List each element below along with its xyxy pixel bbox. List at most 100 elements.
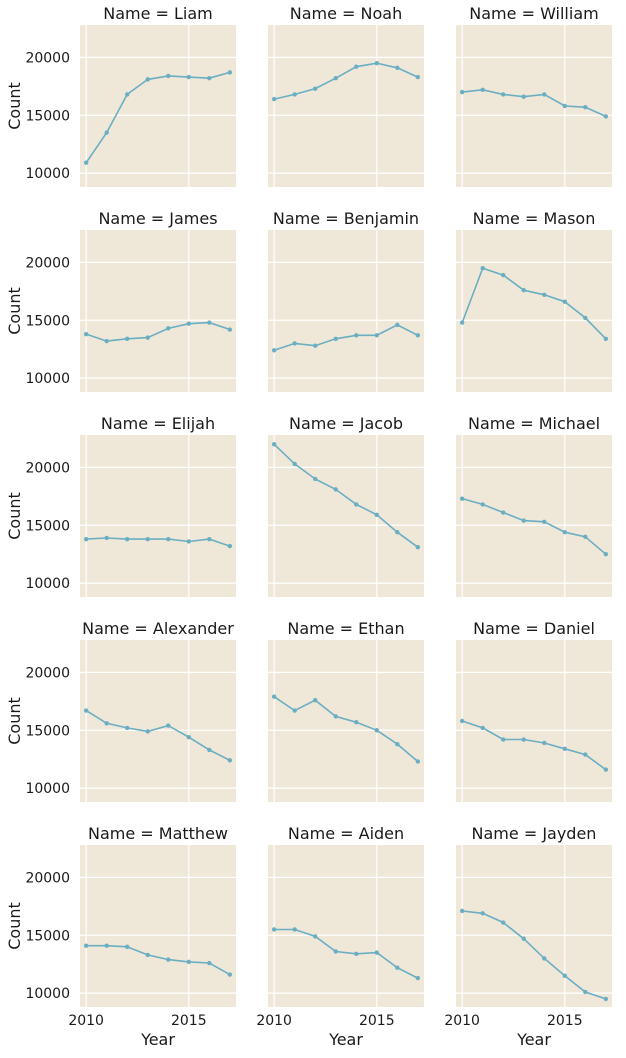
data-point bbox=[501, 272, 506, 278]
series-line bbox=[85, 709, 231, 762]
data-point bbox=[374, 512, 379, 518]
data-point bbox=[227, 972, 233, 977]
facet-title: Name = Benjamin bbox=[273, 209, 419, 228]
data-point bbox=[104, 721, 109, 726]
panel-background bbox=[268, 845, 424, 1007]
data-point bbox=[83, 536, 89, 542]
data-point bbox=[186, 735, 191, 740]
y-tick-label: 10000 bbox=[25, 166, 70, 182]
data-point bbox=[145, 536, 150, 542]
data-point bbox=[480, 87, 485, 93]
data-point bbox=[292, 927, 297, 932]
panel-background bbox=[268, 25, 424, 187]
data-point bbox=[521, 287, 526, 293]
data-point bbox=[374, 60, 379, 66]
data-point bbox=[583, 534, 588, 540]
data-point bbox=[354, 333, 359, 338]
data-point bbox=[354, 64, 359, 69]
panel-background bbox=[268, 640, 424, 802]
data-point bbox=[542, 92, 547, 97]
data-point bbox=[145, 952, 150, 958]
y-tick-label: 10000 bbox=[25, 576, 70, 592]
data-point bbox=[313, 343, 318, 348]
data-point bbox=[603, 996, 609, 1002]
data-point bbox=[583, 989, 588, 995]
data-point bbox=[480, 911, 485, 916]
data-point bbox=[603, 114, 609, 119]
data-point bbox=[83, 160, 89, 165]
data-point bbox=[271, 694, 277, 699]
series-line bbox=[461, 720, 607, 771]
data-point bbox=[354, 502, 359, 507]
panel-background bbox=[80, 640, 236, 802]
data-point bbox=[415, 975, 421, 981]
data-point bbox=[83, 331, 89, 337]
facet-title: Name = Michael bbox=[468, 414, 600, 433]
data-point bbox=[227, 70, 233, 75]
data-point bbox=[83, 708, 89, 713]
data-point bbox=[521, 518, 526, 523]
panel-background bbox=[456, 230, 612, 392]
data-point bbox=[542, 740, 547, 746]
facet-title: Name = Ethan bbox=[287, 619, 404, 638]
facet-title: Name = William bbox=[469, 4, 598, 23]
facet-title: Name = Noah bbox=[290, 4, 402, 23]
data-point bbox=[125, 336, 130, 341]
x-tick-label: 2010 bbox=[256, 1013, 292, 1029]
facet-title: Name = James bbox=[98, 209, 217, 228]
data-point bbox=[354, 719, 359, 725]
x-axis-label: Year bbox=[140, 1030, 175, 1049]
data-point bbox=[395, 530, 400, 535]
data-point bbox=[125, 944, 130, 950]
facet-title: Name = Aiden bbox=[288, 824, 404, 843]
y-tick-label: 20000 bbox=[25, 870, 70, 886]
series-line bbox=[274, 928, 419, 979]
series-line bbox=[85, 71, 231, 164]
data-point bbox=[374, 950, 379, 955]
data-point bbox=[415, 759, 421, 764]
y-tick-label: 15000 bbox=[25, 108, 70, 124]
x-tick-label: 2015 bbox=[547, 1013, 583, 1029]
data-point bbox=[459, 496, 465, 501]
data-point bbox=[583, 104, 588, 110]
data-point bbox=[207, 960, 212, 966]
data-point bbox=[271, 927, 277, 932]
y-tick-label: 20000 bbox=[25, 460, 70, 476]
data-point bbox=[313, 476, 318, 482]
y-tick-label: 10000 bbox=[25, 986, 70, 1002]
series-line bbox=[85, 321, 231, 342]
data-point bbox=[227, 758, 233, 763]
data-point bbox=[271, 348, 277, 353]
data-point bbox=[415, 333, 421, 338]
series-line bbox=[461, 497, 607, 555]
series-line bbox=[273, 324, 419, 352]
data-point bbox=[125, 92, 130, 97]
data-point bbox=[333, 336, 338, 341]
data-point bbox=[333, 76, 338, 81]
data-point bbox=[145, 729, 150, 734]
data-point bbox=[227, 543, 233, 549]
data-point bbox=[186, 321, 191, 326]
data-point bbox=[145, 335, 150, 340]
data-point bbox=[104, 535, 109, 541]
data-point bbox=[562, 530, 567, 535]
panel-background bbox=[268, 230, 424, 392]
data-point bbox=[583, 752, 588, 757]
data-point bbox=[459, 718, 465, 724]
facet-title: Name = Matthew bbox=[88, 824, 228, 843]
series-line bbox=[273, 696, 419, 763]
data-point bbox=[166, 326, 171, 331]
panel-background bbox=[456, 25, 612, 187]
data-point bbox=[271, 96, 277, 102]
data-point bbox=[104, 338, 109, 344]
x-tick-label: 2010 bbox=[68, 1013, 104, 1029]
series-line bbox=[462, 88, 607, 118]
data-point bbox=[104, 130, 109, 135]
series-line bbox=[461, 267, 607, 340]
data-point bbox=[186, 74, 191, 80]
y-tick-label: 20000 bbox=[25, 50, 70, 66]
data-point bbox=[227, 327, 233, 332]
data-point bbox=[83, 943, 89, 948]
data-point bbox=[145, 77, 150, 82]
data-point bbox=[583, 315, 588, 321]
